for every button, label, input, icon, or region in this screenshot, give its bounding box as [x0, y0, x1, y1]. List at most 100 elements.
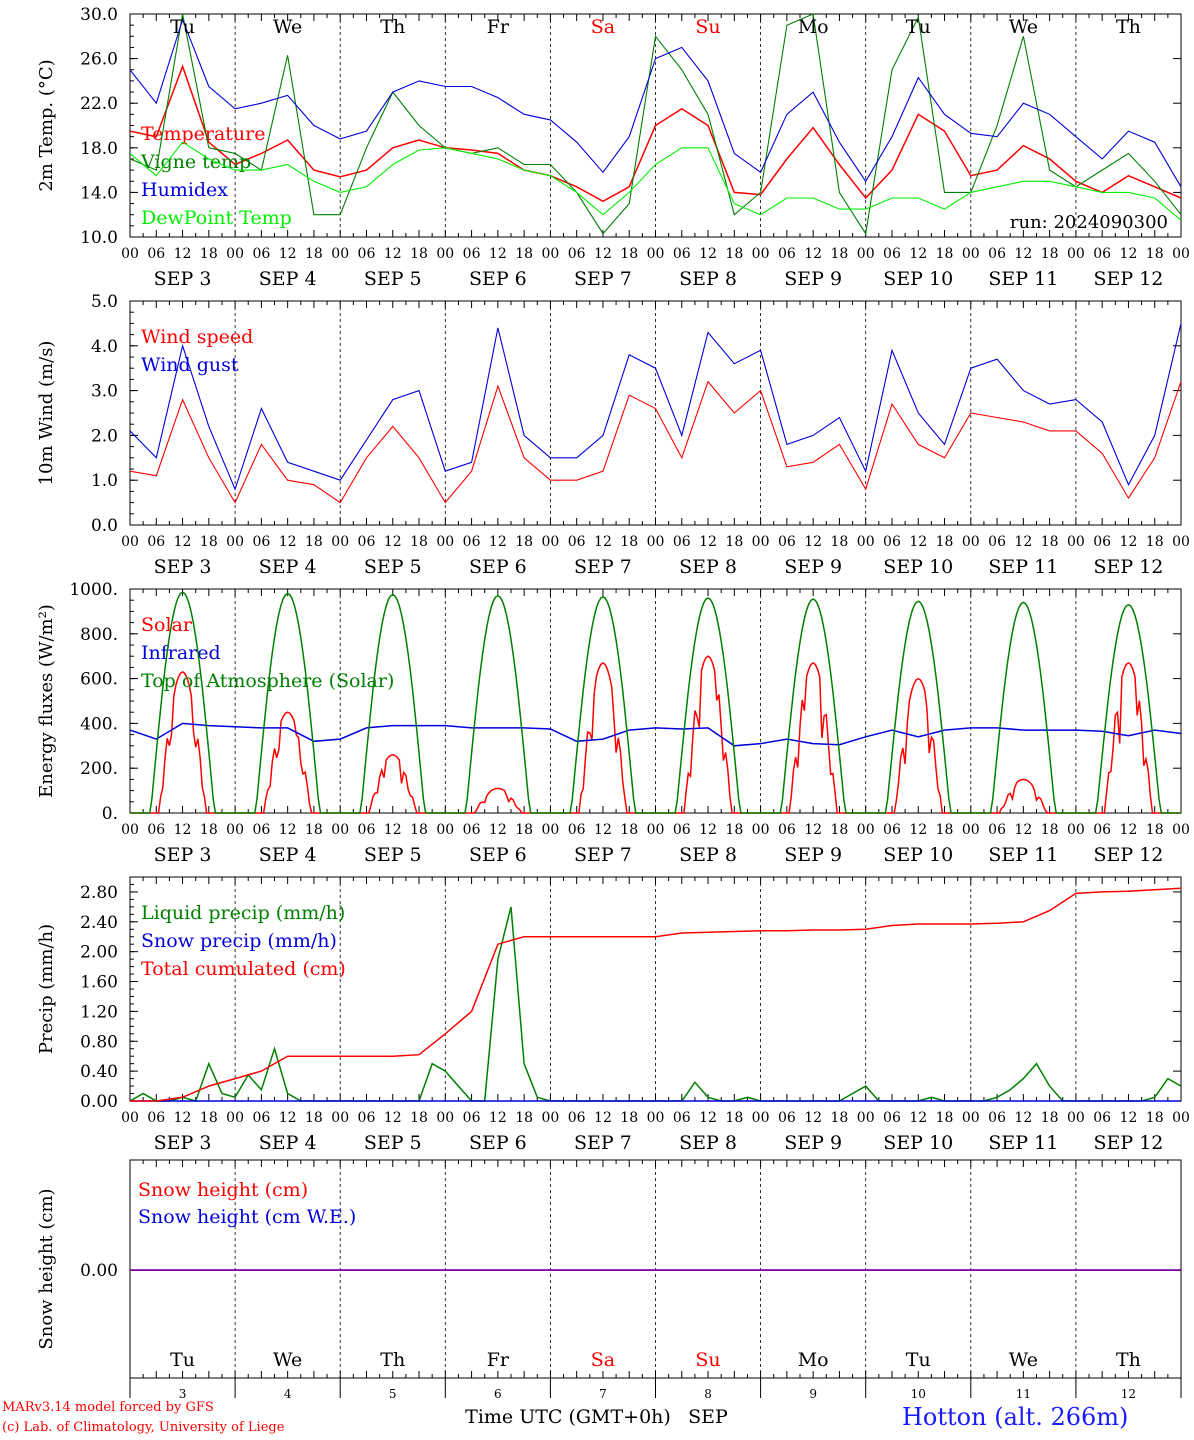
hour-tick-label: 06 [883, 822, 901, 838]
x-axis-label: Time UTC (GMT+0h) [465, 1406, 671, 1428]
hour-tick-label: 18 [200, 1110, 218, 1126]
hour-tick-label: 18 [1146, 822, 1164, 838]
date-label: SEP 9 [784, 268, 842, 290]
hour-tick-label: 06 [778, 1110, 796, 1126]
y-tick-label: 22.0 [80, 94, 118, 114]
y-tick-label: 200. [80, 759, 118, 779]
y-tick-label: 800. [80, 625, 118, 645]
date-label: SEP 6 [469, 1132, 527, 1154]
hour-tick-label: 00 [541, 1110, 559, 1126]
hour-tick-label: 12 [909, 534, 927, 550]
panel-5: 0.00 Snow height (cm) Snow height (cm) Snow… [36, 1159, 1182, 1379]
hour-tick-label: 06 [358, 822, 376, 838]
hour-tick-label: 12 [489, 1110, 507, 1126]
legend-entry: Solar [141, 614, 193, 636]
hour-tick-label: 06 [673, 1110, 691, 1126]
hour-tick-label: 06 [147, 822, 165, 838]
y-tick-label: 400. [80, 714, 118, 734]
hour-tick-label: 18 [831, 822, 849, 838]
hour-tick-label: 18 [620, 822, 638, 838]
hour-tick-label: 18 [515, 1110, 533, 1126]
date-label: SEP 12 [1094, 268, 1164, 290]
date-label: SEP 8 [679, 1132, 737, 1154]
y-tick-label: 2.80 [80, 883, 118, 903]
hour-tick-label: 18 [620, 246, 638, 262]
hour-tick-label: 18 [410, 534, 428, 550]
y-tick-label: 0.00 [80, 1092, 118, 1112]
hour-tick-label: 18 [1146, 246, 1164, 262]
date-label: SEP 9 [784, 844, 842, 866]
hour-tick-label: 00 [1067, 1110, 1085, 1126]
y-tick-label: 0. [102, 804, 118, 824]
hour-tick-label: 06 [883, 246, 901, 262]
hour-tick-label: 12 [1014, 822, 1032, 838]
hour-tick-label: 18 [305, 1110, 323, 1126]
hour-tick-label: 12 [699, 246, 717, 262]
date-label: SEP 7 [574, 844, 632, 866]
weekday-label: Th [1116, 1349, 1141, 1371]
weekday-label: Th [1116, 16, 1141, 38]
hour-tick-label: 12 [384, 534, 402, 550]
y-axis-label: Snow height (cm) [36, 1188, 57, 1349]
hour-tick-label: 12 [1120, 534, 1138, 550]
hour-tick-label: 12 [174, 1110, 192, 1126]
hour-tick-label: 18 [305, 822, 323, 838]
date-label: SEP 5 [364, 268, 422, 290]
hour-tick-label: 12 [1014, 246, 1032, 262]
y-tick-label: 26.0 [80, 50, 118, 70]
hour-tick-label: 12 [804, 822, 822, 838]
date-label: SEP 8 [679, 844, 737, 866]
panel-3: 0. 200. 400. 600. 800. 1000. Energy fluxes (W/… [36, 580, 1190, 866]
y-tick-label: 4.0 [91, 337, 118, 357]
date-label: SEP 3 [154, 1132, 212, 1154]
hour-tick-label: 00 [121, 822, 139, 838]
day-number-label: 11 [1016, 1387, 1031, 1401]
hour-tick-label: 12 [594, 246, 612, 262]
hour-tick-label: 18 [515, 534, 533, 550]
hour-tick-label: 00 [436, 1110, 454, 1126]
y-axis-label: Energy fluxes (W/m²) [36, 604, 57, 798]
hour-tick-label: 06 [358, 246, 376, 262]
legend-entry: Infrared [141, 642, 221, 664]
date-label: SEP 9 [784, 1132, 842, 1154]
date-label: SEP 3 [154, 556, 212, 578]
weekday-label: We [1009, 16, 1038, 38]
y-tick-label: 14.0 [80, 183, 118, 203]
hour-tick-label: 00 [121, 534, 139, 550]
hour-tick-label: 00 [752, 1110, 770, 1126]
model-credit: MARv3.14 model forced by GFS [2, 1400, 214, 1415]
hour-tick-label: 18 [410, 246, 428, 262]
weekday-label: Su [695, 16, 720, 38]
day-number-label: 7 [599, 1387, 607, 1401]
hour-tick-label: 18 [515, 822, 533, 838]
hour-tick-label: 12 [384, 1110, 402, 1126]
y-axis-label: 2m Temp. (°C) [36, 59, 57, 191]
hour-tick-label: 00 [857, 246, 875, 262]
date-label: SEP 9 [784, 556, 842, 578]
hour-tick-label: 00 [1067, 822, 1085, 838]
weekday-label: We [273, 1349, 302, 1371]
date-label: SEP 10 [883, 268, 953, 290]
lab-credit: (c) Lab. of Climatology, University of L… [2, 1420, 285, 1435]
hour-tick-label: 12 [1120, 246, 1138, 262]
weekday-label: Tu [170, 16, 195, 38]
hour-tick-label: 06 [358, 534, 376, 550]
hour-tick-label: 00 [226, 822, 244, 838]
legend-entry: Top of Atmosphere (Solar) [141, 670, 394, 692]
hour-tick-label: 06 [673, 822, 691, 838]
weekday-label: Sa [591, 1349, 615, 1371]
hour-tick-label: 12 [909, 246, 927, 262]
hour-tick-label: 06 [778, 822, 796, 838]
hour-tick-label: 12 [909, 822, 927, 838]
hour-tick-label: 12 [489, 534, 507, 550]
day-number-label: 12 [1121, 1387, 1136, 1401]
hour-tick-label: 06 [147, 246, 165, 262]
hour-tick-label: 06 [568, 534, 586, 550]
hour-tick-label: 18 [936, 822, 954, 838]
hour-tick-label: 06 [252, 822, 270, 838]
hour-tick-label: 12 [699, 534, 717, 550]
hour-tick-label: 00 [647, 246, 665, 262]
hour-tick-label: 18 [831, 246, 849, 262]
hour-tick-label: 00 [331, 1110, 349, 1126]
